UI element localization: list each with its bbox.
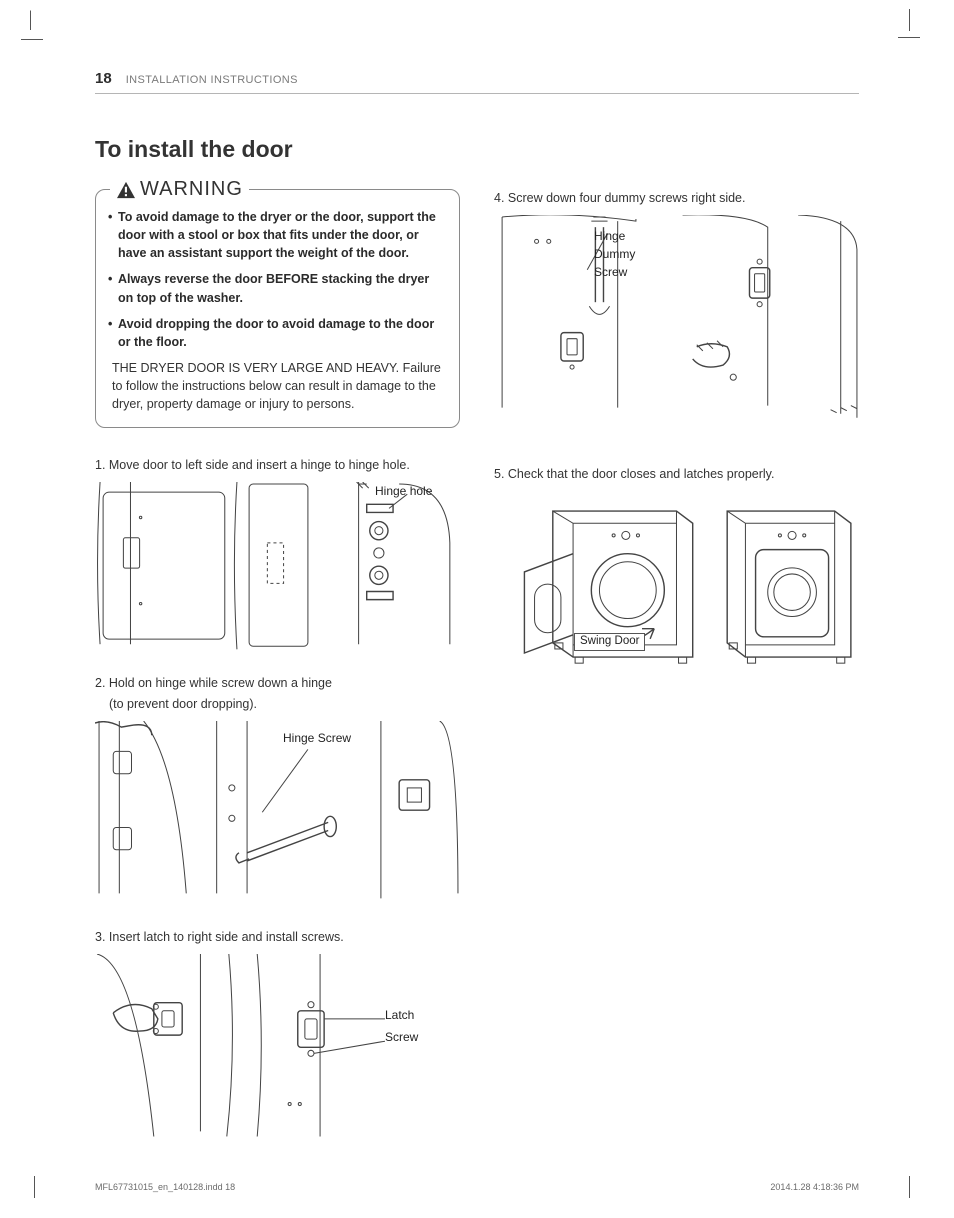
step-3: 3. Insert latch to right side and instal…: [95, 928, 460, 1139]
content-columns: WARNING To avoid damage to the dryer or …: [95, 189, 859, 1161]
page-number: 18: [95, 70, 112, 87]
callout-hinge-screw: Hinge Screw: [283, 731, 351, 745]
right-column: 4. Screw down four dummy screws right si…: [494, 189, 859, 1161]
crop-mark-br: [882, 1170, 902, 1190]
warning-bullet-list: To avoid damage to the dryer or the door…: [110, 208, 445, 351]
step-5: 5. Check that the door closes and latche…: [494, 465, 859, 675]
callout-latch: Latch: [385, 1008, 414, 1022]
step-1: 1. Move door to left side and insert a h…: [95, 456, 460, 652]
lineart-step5: [494, 505, 859, 677]
crop-mark-tl: [30, 10, 50, 30]
lineart-step2: [95, 721, 460, 909]
figure-step3: Latch Screw: [95, 954, 460, 1139]
step-text-cont: (to prevent door dropping).: [95, 695, 460, 713]
warning-header: WARNING: [110, 178, 249, 201]
step-text: 3. Insert latch to right side and instal…: [95, 928, 460, 946]
figure-step4: Hinge Dummy Screw: [494, 215, 859, 415]
warning-bullet: Always reverse the door BEFORE stacking …: [110, 270, 445, 306]
callout-screw2: Screw: [594, 265, 627, 279]
step-text: 4. Screw down four dummy screws right si…: [494, 189, 859, 207]
step-2: 2. Hold on hinge while screw down a hing…: [95, 674, 460, 905]
step-text: 2. Hold on hinge while screw down a hing…: [95, 674, 460, 692]
step-text: 1. Move door to left side and insert a h…: [95, 456, 460, 474]
lineart-step1: [95, 482, 460, 654]
callout-screw: Screw: [385, 1030, 418, 1044]
crop-mark-tr: [882, 8, 902, 28]
warning-icon: [116, 181, 136, 199]
lineart-step3: [95, 954, 460, 1142]
callout-dummy: Dummy: [594, 247, 635, 261]
footer-right: 2014.1.28 4:18:36 PM: [770, 1182, 859, 1192]
figure-step2: Hinge Screw: [95, 721, 460, 906]
warning-body: THE DRYER DOOR IS VERY LARGE AND HEAVY. …: [110, 359, 445, 413]
warning-box: WARNING To avoid damage to the dryer or …: [95, 189, 460, 428]
callout-swing-door: Swing Door: [574, 633, 645, 651]
page-footer: MFL67731015_en_140128.indd 18 2014.1.28 …: [95, 1182, 859, 1192]
step-4: 4. Screw down four dummy screws right si…: [494, 189, 859, 415]
figure-step1: Hinge hole: [95, 482, 460, 652]
page-title: To install the door: [95, 136, 859, 163]
callout-hinge: Hinge: [594, 229, 625, 243]
crop-mark-bl: [42, 1170, 62, 1190]
left-column: WARNING To avoid damage to the dryer or …: [95, 189, 460, 1161]
lineart-step4: [494, 215, 859, 418]
running-header: 18 INSTALLATION INSTRUCTIONS: [95, 70, 859, 94]
figure-step5: Swing Door: [494, 505, 859, 675]
step-text: 5. Check that the door closes and latche…: [494, 465, 859, 483]
warning-bullet: To avoid damage to the dryer or the door…: [110, 208, 445, 262]
warning-bullet: Avoid dropping the door to avoid damage …: [110, 315, 445, 351]
callout-hinge-hole: Hinge hole: [375, 484, 432, 498]
footer-left: MFL67731015_en_140128.indd 18: [95, 1182, 235, 1192]
section-name: INSTALLATION INSTRUCTIONS: [126, 74, 298, 86]
warning-heading-text: WARNING: [140, 178, 243, 201]
